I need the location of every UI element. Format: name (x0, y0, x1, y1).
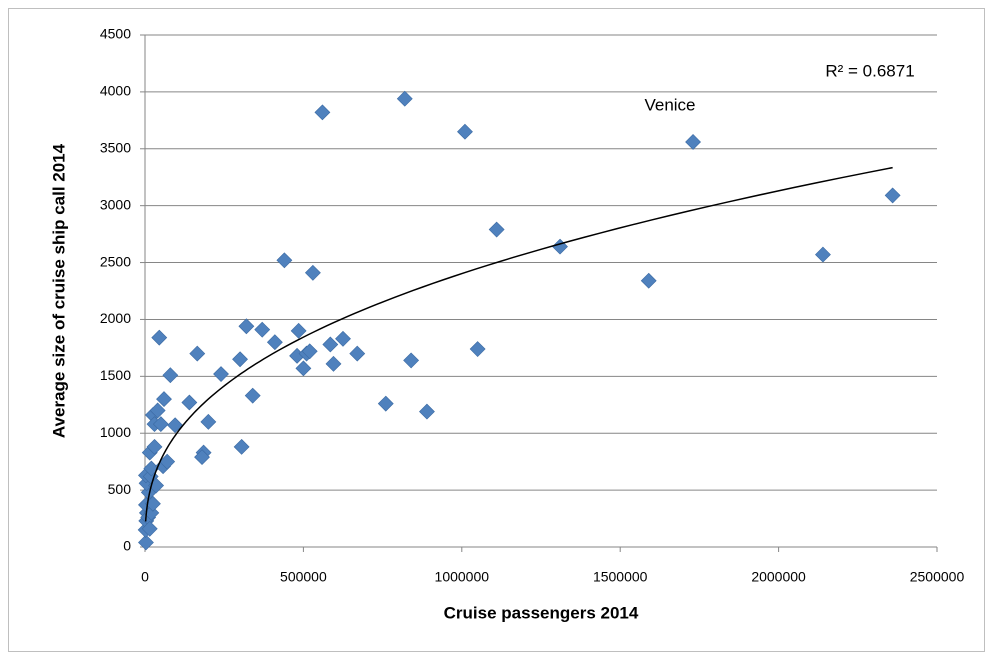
scatter-point (189, 345, 206, 362)
scatter-point (266, 334, 283, 351)
scatter-point (233, 438, 250, 455)
scatter-point (325, 355, 342, 372)
x-tick-label: 2500000 (910, 569, 965, 585)
scatter-point (304, 264, 321, 281)
y-tick-label: 2000 (100, 310, 131, 326)
scatter-point (322, 336, 339, 353)
scatter-point (396, 90, 413, 107)
scatter-point (200, 413, 217, 430)
x-tick-label: 1000000 (435, 569, 490, 585)
y-tick-label: 2500 (100, 253, 131, 269)
y-tick-label: 4500 (100, 26, 131, 42)
scatter-point (181, 394, 198, 411)
scatter-point (419, 403, 435, 420)
scatter-point (349, 345, 366, 362)
annotation: Venice (644, 95, 695, 114)
scatter-point (457, 123, 473, 140)
scatter-point (162, 367, 179, 384)
scatter-point (149, 402, 166, 419)
y-tick-label: 0 (123, 538, 131, 554)
scatter-point (640, 272, 657, 289)
scatter-point (488, 221, 505, 238)
scatter-point (685, 134, 701, 150)
scatter-point (167, 417, 184, 434)
scatter-point (194, 449, 210, 466)
x-axis-title: Cruise passengers 2014 (444, 603, 639, 622)
scatter-point (377, 395, 394, 412)
scatter-point (469, 341, 486, 357)
scatter-point (232, 351, 248, 368)
scatter-point (815, 246, 831, 263)
y-axis-title: Average size of cruise ship call 2014 (49, 143, 68, 438)
scatter-point (295, 360, 312, 377)
chart-border (8, 8, 985, 652)
x-tick-label: 0 (141, 569, 149, 585)
y-tick-label: 3500 (100, 139, 131, 155)
x-tick-label: 1500000 (593, 569, 648, 585)
scatter-point (301, 343, 318, 360)
scatter-point (254, 321, 271, 338)
y-tick-label: 3000 (100, 196, 131, 212)
scatter-point (884, 187, 901, 204)
scatter-point (290, 322, 307, 339)
scatter-point (156, 391, 172, 408)
scatter-point (335, 330, 351, 347)
annotation: R² = 0.6871 (825, 61, 914, 80)
x-tick-label: 2000000 (751, 569, 806, 585)
y-tick-label: 1000 (100, 424, 131, 440)
y-tick-label: 1500 (100, 367, 131, 383)
x-tick-label: 500000 (280, 569, 327, 585)
scatter-point (146, 438, 163, 455)
scatter-point (213, 366, 229, 382)
scatter-point (238, 318, 255, 335)
y-tick-label: 500 (108, 481, 132, 497)
scatter-point (138, 534, 154, 551)
scatter-point (152, 416, 169, 433)
trendline (144, 166, 893, 522)
scatter-point (276, 252, 293, 269)
scatter-point (141, 520, 158, 537)
scatter-point (403, 352, 420, 369)
scatter-point (314, 104, 331, 121)
scatter-point (159, 453, 176, 470)
y-tick-label: 4000 (100, 83, 131, 99)
scatter-point (151, 329, 168, 346)
scatter-point (244, 387, 261, 404)
